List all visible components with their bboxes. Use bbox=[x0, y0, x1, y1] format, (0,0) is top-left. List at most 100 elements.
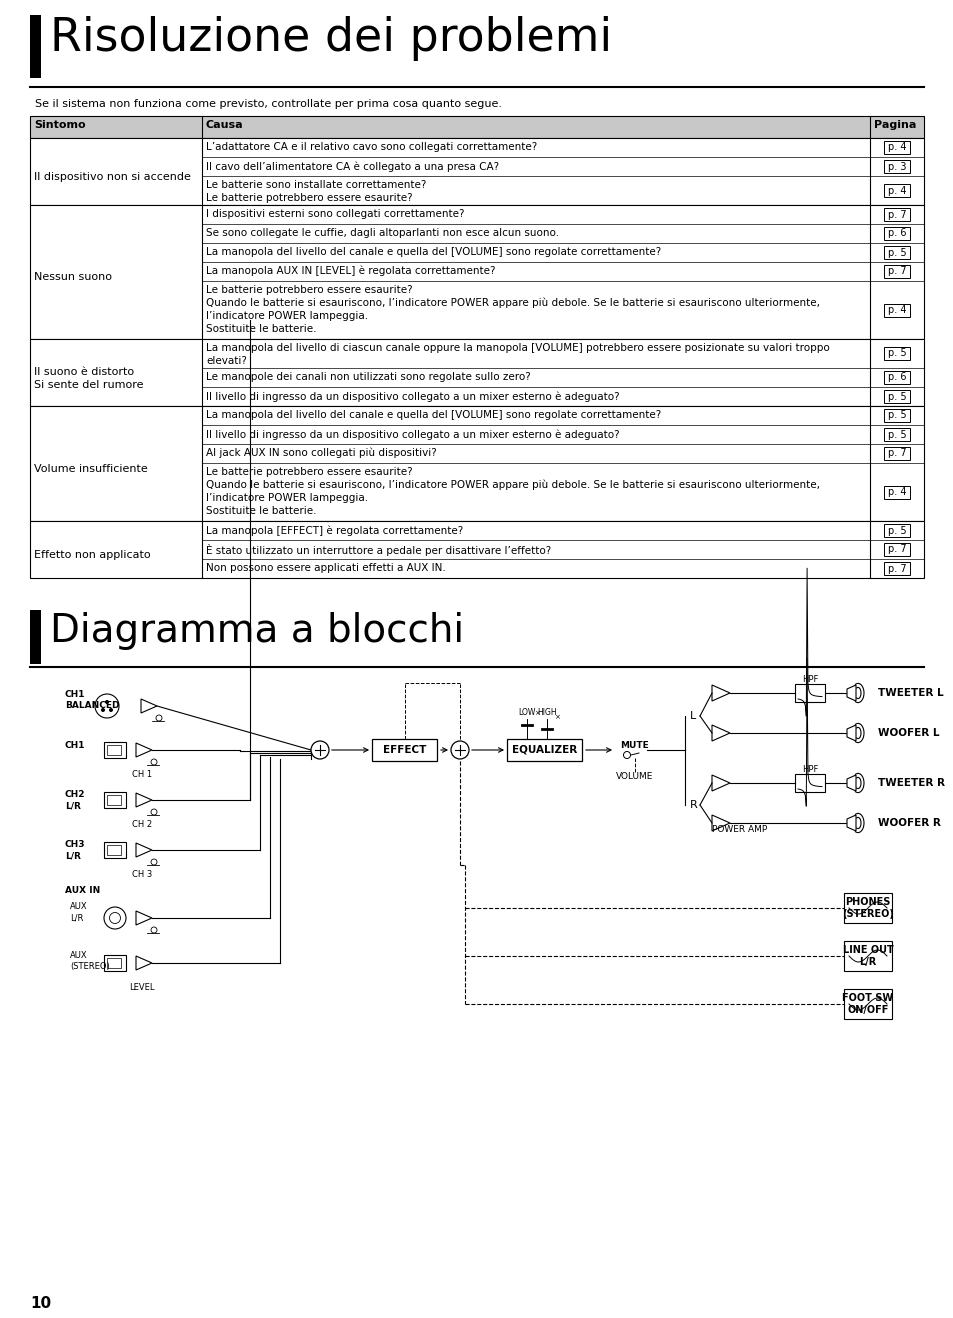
Text: CH 1: CH 1 bbox=[132, 770, 152, 779]
Bar bbox=[107, 745, 121, 755]
Text: L: L bbox=[689, 710, 696, 721]
Bar bbox=[104, 792, 126, 808]
Bar bbox=[883, 347, 909, 360]
Text: CH1
BALANCED: CH1 BALANCED bbox=[65, 691, 119, 710]
Bar bbox=[883, 370, 909, 384]
Text: Non possono essere applicati effetti a AUX IN.: Non possono essere applicati effetti a A… bbox=[206, 563, 445, 573]
Text: POWER AMP: POWER AMP bbox=[712, 825, 767, 834]
Text: CH1: CH1 bbox=[65, 741, 86, 750]
Bar bbox=[30, 138, 923, 206]
Text: R: R bbox=[689, 800, 697, 811]
Bar bbox=[883, 208, 909, 221]
Text: p. 6: p. 6 bbox=[887, 373, 905, 382]
Text: Se il sistema non funziona come previsto, controllate per prima cosa quanto segu: Se il sistema non funziona come previsto… bbox=[35, 99, 501, 109]
Text: Risoluzione dei problemi: Risoluzione dei problemi bbox=[50, 16, 612, 61]
Text: HPF: HPF bbox=[801, 764, 818, 774]
Polygon shape bbox=[136, 793, 152, 807]
Circle shape bbox=[105, 700, 109, 704]
Bar bbox=[30, 116, 923, 138]
Bar bbox=[30, 610, 41, 664]
Polygon shape bbox=[711, 815, 729, 832]
Text: Pagina: Pagina bbox=[873, 120, 916, 130]
Polygon shape bbox=[711, 685, 729, 701]
Text: p. 5: p. 5 bbox=[886, 248, 905, 257]
Text: Le batterie potrebbero essere esaurite?
Quando le batterie si esauriscono, l’ind: Le batterie potrebbero essere esaurite? … bbox=[206, 467, 820, 517]
Text: La manopola del livello del canale e quella del [VOLUME] sono regolate correttam: La manopola del livello del canale e que… bbox=[206, 410, 660, 420]
Text: p. 5: p. 5 bbox=[886, 430, 905, 439]
Text: I dispositivi esterni sono collegati correttamente?: I dispositivi esterni sono collegati cor… bbox=[206, 210, 464, 219]
Circle shape bbox=[110, 912, 120, 924]
Bar bbox=[883, 246, 909, 260]
Bar bbox=[30, 206, 923, 339]
Bar bbox=[843, 894, 891, 923]
Text: L’adattatore CA e il relativo cavo sono collegati correttamente?: L’adattatore CA e il relativo cavo sono … bbox=[206, 142, 537, 152]
Bar bbox=[507, 739, 582, 760]
Bar bbox=[372, 739, 437, 760]
Bar bbox=[883, 265, 909, 278]
Text: FOOT SW
ON/OFF: FOOT SW ON/OFF bbox=[841, 992, 893, 1015]
Text: 10: 10 bbox=[30, 1296, 51, 1311]
Text: La manopola [EFFECT] è regolata correttamente?: La manopola [EFFECT] è regolata corretta… bbox=[206, 525, 463, 535]
Text: PHONES
(STEREO): PHONES (STEREO) bbox=[841, 896, 893, 920]
Bar bbox=[883, 428, 909, 442]
Circle shape bbox=[151, 927, 157, 933]
Text: MUTE: MUTE bbox=[620, 741, 649, 750]
Text: AUX
L/R: AUX L/R bbox=[70, 902, 88, 923]
Text: CH 2: CH 2 bbox=[132, 820, 152, 829]
Text: La manopola del livello di ciascun canale oppure la manopola [VOLUME] potrebbero: La manopola del livello di ciascun canal… bbox=[206, 343, 829, 366]
Bar bbox=[104, 956, 126, 971]
Text: Il suono è distorto
Si sente del rumore: Il suono è distorto Si sente del rumore bbox=[34, 366, 143, 390]
Text: AUX IN: AUX IN bbox=[65, 886, 100, 895]
Polygon shape bbox=[711, 725, 729, 741]
Text: Volume insufficiente: Volume insufficiente bbox=[34, 464, 148, 473]
Text: p. 4: p. 4 bbox=[887, 304, 905, 315]
Text: Causa: Causa bbox=[206, 120, 243, 130]
Bar bbox=[883, 485, 909, 498]
Text: TWEETER L: TWEETER L bbox=[877, 688, 943, 699]
Text: Diagramma a blocchi: Diagramma a blocchi bbox=[50, 612, 464, 650]
Polygon shape bbox=[136, 956, 152, 970]
Text: p. 4: p. 4 bbox=[887, 186, 905, 195]
Bar bbox=[104, 742, 126, 758]
Text: TWEETER R: TWEETER R bbox=[877, 778, 944, 788]
Text: WOOFER L: WOOFER L bbox=[877, 728, 939, 738]
Polygon shape bbox=[846, 725, 855, 741]
Text: La manopola AUX IN [LEVEL] è regolata correttamente?: La manopola AUX IN [LEVEL] è regolata co… bbox=[206, 266, 495, 277]
Bar bbox=[883, 543, 909, 556]
Text: Al jack AUX IN sono collegati più dispositivi?: Al jack AUX IN sono collegati più dispos… bbox=[206, 448, 436, 459]
Text: Sintomo: Sintomo bbox=[34, 120, 86, 130]
Bar bbox=[30, 339, 923, 406]
Text: Il cavo dell’alimentatore CA è collegato a una presa CA?: Il cavo dell’alimentatore CA è collegato… bbox=[206, 161, 498, 171]
Text: ×: × bbox=[554, 714, 559, 720]
Bar bbox=[794, 774, 824, 792]
Bar bbox=[104, 842, 126, 858]
Text: HPF: HPF bbox=[801, 675, 818, 684]
Text: p. 7: p. 7 bbox=[886, 210, 905, 220]
Text: LOW: LOW bbox=[517, 708, 536, 717]
Bar bbox=[883, 185, 909, 196]
Text: p. 7: p. 7 bbox=[886, 544, 905, 555]
Circle shape bbox=[151, 859, 157, 865]
Text: p. 5: p. 5 bbox=[886, 410, 905, 420]
Bar bbox=[883, 561, 909, 575]
Text: CH3
L/R: CH3 L/R bbox=[65, 840, 86, 861]
Circle shape bbox=[623, 751, 630, 758]
Bar bbox=[794, 684, 824, 702]
Text: EFFECT: EFFECT bbox=[383, 745, 426, 755]
Bar bbox=[883, 409, 909, 422]
Text: LEVEL: LEVEL bbox=[129, 983, 154, 992]
Bar bbox=[883, 159, 909, 173]
Polygon shape bbox=[846, 815, 855, 832]
Bar bbox=[843, 988, 891, 1019]
Text: Le manopole dei canali non utilizzati sono regolate sullo zero?: Le manopole dei canali non utilizzati so… bbox=[206, 372, 530, 382]
Text: Il livello di ingresso da un dispositivo collegato a un mixer esterno è adeguato: Il livello di ingresso da un dispositivo… bbox=[206, 391, 619, 402]
Text: p. 7: p. 7 bbox=[886, 266, 905, 277]
Text: LINE OUT
L/R: LINE OUT L/R bbox=[841, 945, 892, 967]
Bar bbox=[107, 958, 121, 967]
Text: p. 7: p. 7 bbox=[886, 448, 905, 459]
Bar bbox=[883, 227, 909, 240]
Polygon shape bbox=[711, 775, 729, 791]
Text: p. 4: p. 4 bbox=[887, 142, 905, 153]
Text: Le batterie potrebbero essere esaurite?
Quando le batterie si esauriscono, l’ind: Le batterie potrebbero essere esaurite? … bbox=[206, 285, 820, 333]
Polygon shape bbox=[141, 699, 157, 713]
